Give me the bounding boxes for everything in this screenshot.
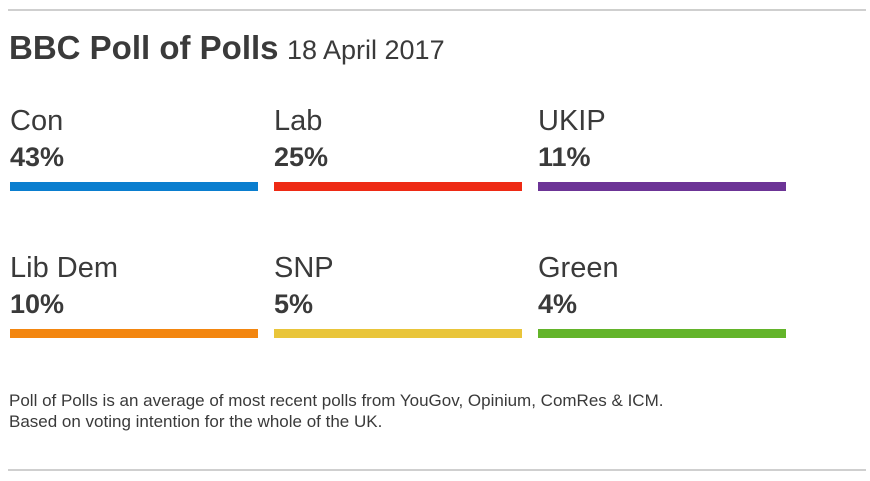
party-lib-dem: Lib Dem 10% [10, 251, 258, 341]
party-bar [538, 329, 786, 338]
party-ukip: UKIP 11% [538, 104, 786, 194]
party-value-label: 11% [538, 142, 591, 172]
party-value-label: 10% [10, 289, 65, 319]
party-bar [10, 329, 258, 338]
party-bar [10, 182, 258, 191]
party-grid: Con 43% Lab 25% UKIP 11% Lib Dem 10% SNP… [10, 104, 790, 344]
party-snp: SNP 5% [274, 251, 522, 341]
chart-title: BBC Poll of Polls [9, 29, 279, 66]
footnote-line-2: Based on voting intention for the whole … [9, 412, 383, 431]
chart-title-row: BBC Poll of Polls 18 April 2017 [9, 28, 445, 75]
party-name-label: Con [10, 105, 64, 137]
party-green: Green 4% [538, 251, 786, 341]
party-bar [538, 182, 786, 191]
party-name-label: UKIP [538, 105, 606, 137]
party-name-label: Lab [274, 105, 323, 137]
party-name-label: SNP [274, 252, 334, 284]
party-value-label: 4% [538, 289, 578, 319]
party-name-label: Green [538, 252, 619, 284]
party-value-label: 43% [10, 142, 65, 172]
party-lab: Lab 25% [274, 104, 522, 194]
party-bar [274, 329, 522, 338]
party-value-label: 5% [274, 289, 314, 319]
party-bar [274, 182, 522, 191]
party-value-label: 25% [274, 142, 329, 172]
footnote-line-1: Poll of Polls is an average of most rece… [9, 391, 664, 410]
party-name-label: Lib Dem [10, 252, 118, 284]
footnote: Poll of Polls is an average of most rece… [9, 390, 859, 432]
top-divider [8, 9, 866, 11]
chart-date: 18 April 2017 [286, 35, 445, 65]
party-con: Con 43% [10, 104, 258, 194]
bottom-divider [8, 469, 866, 471]
